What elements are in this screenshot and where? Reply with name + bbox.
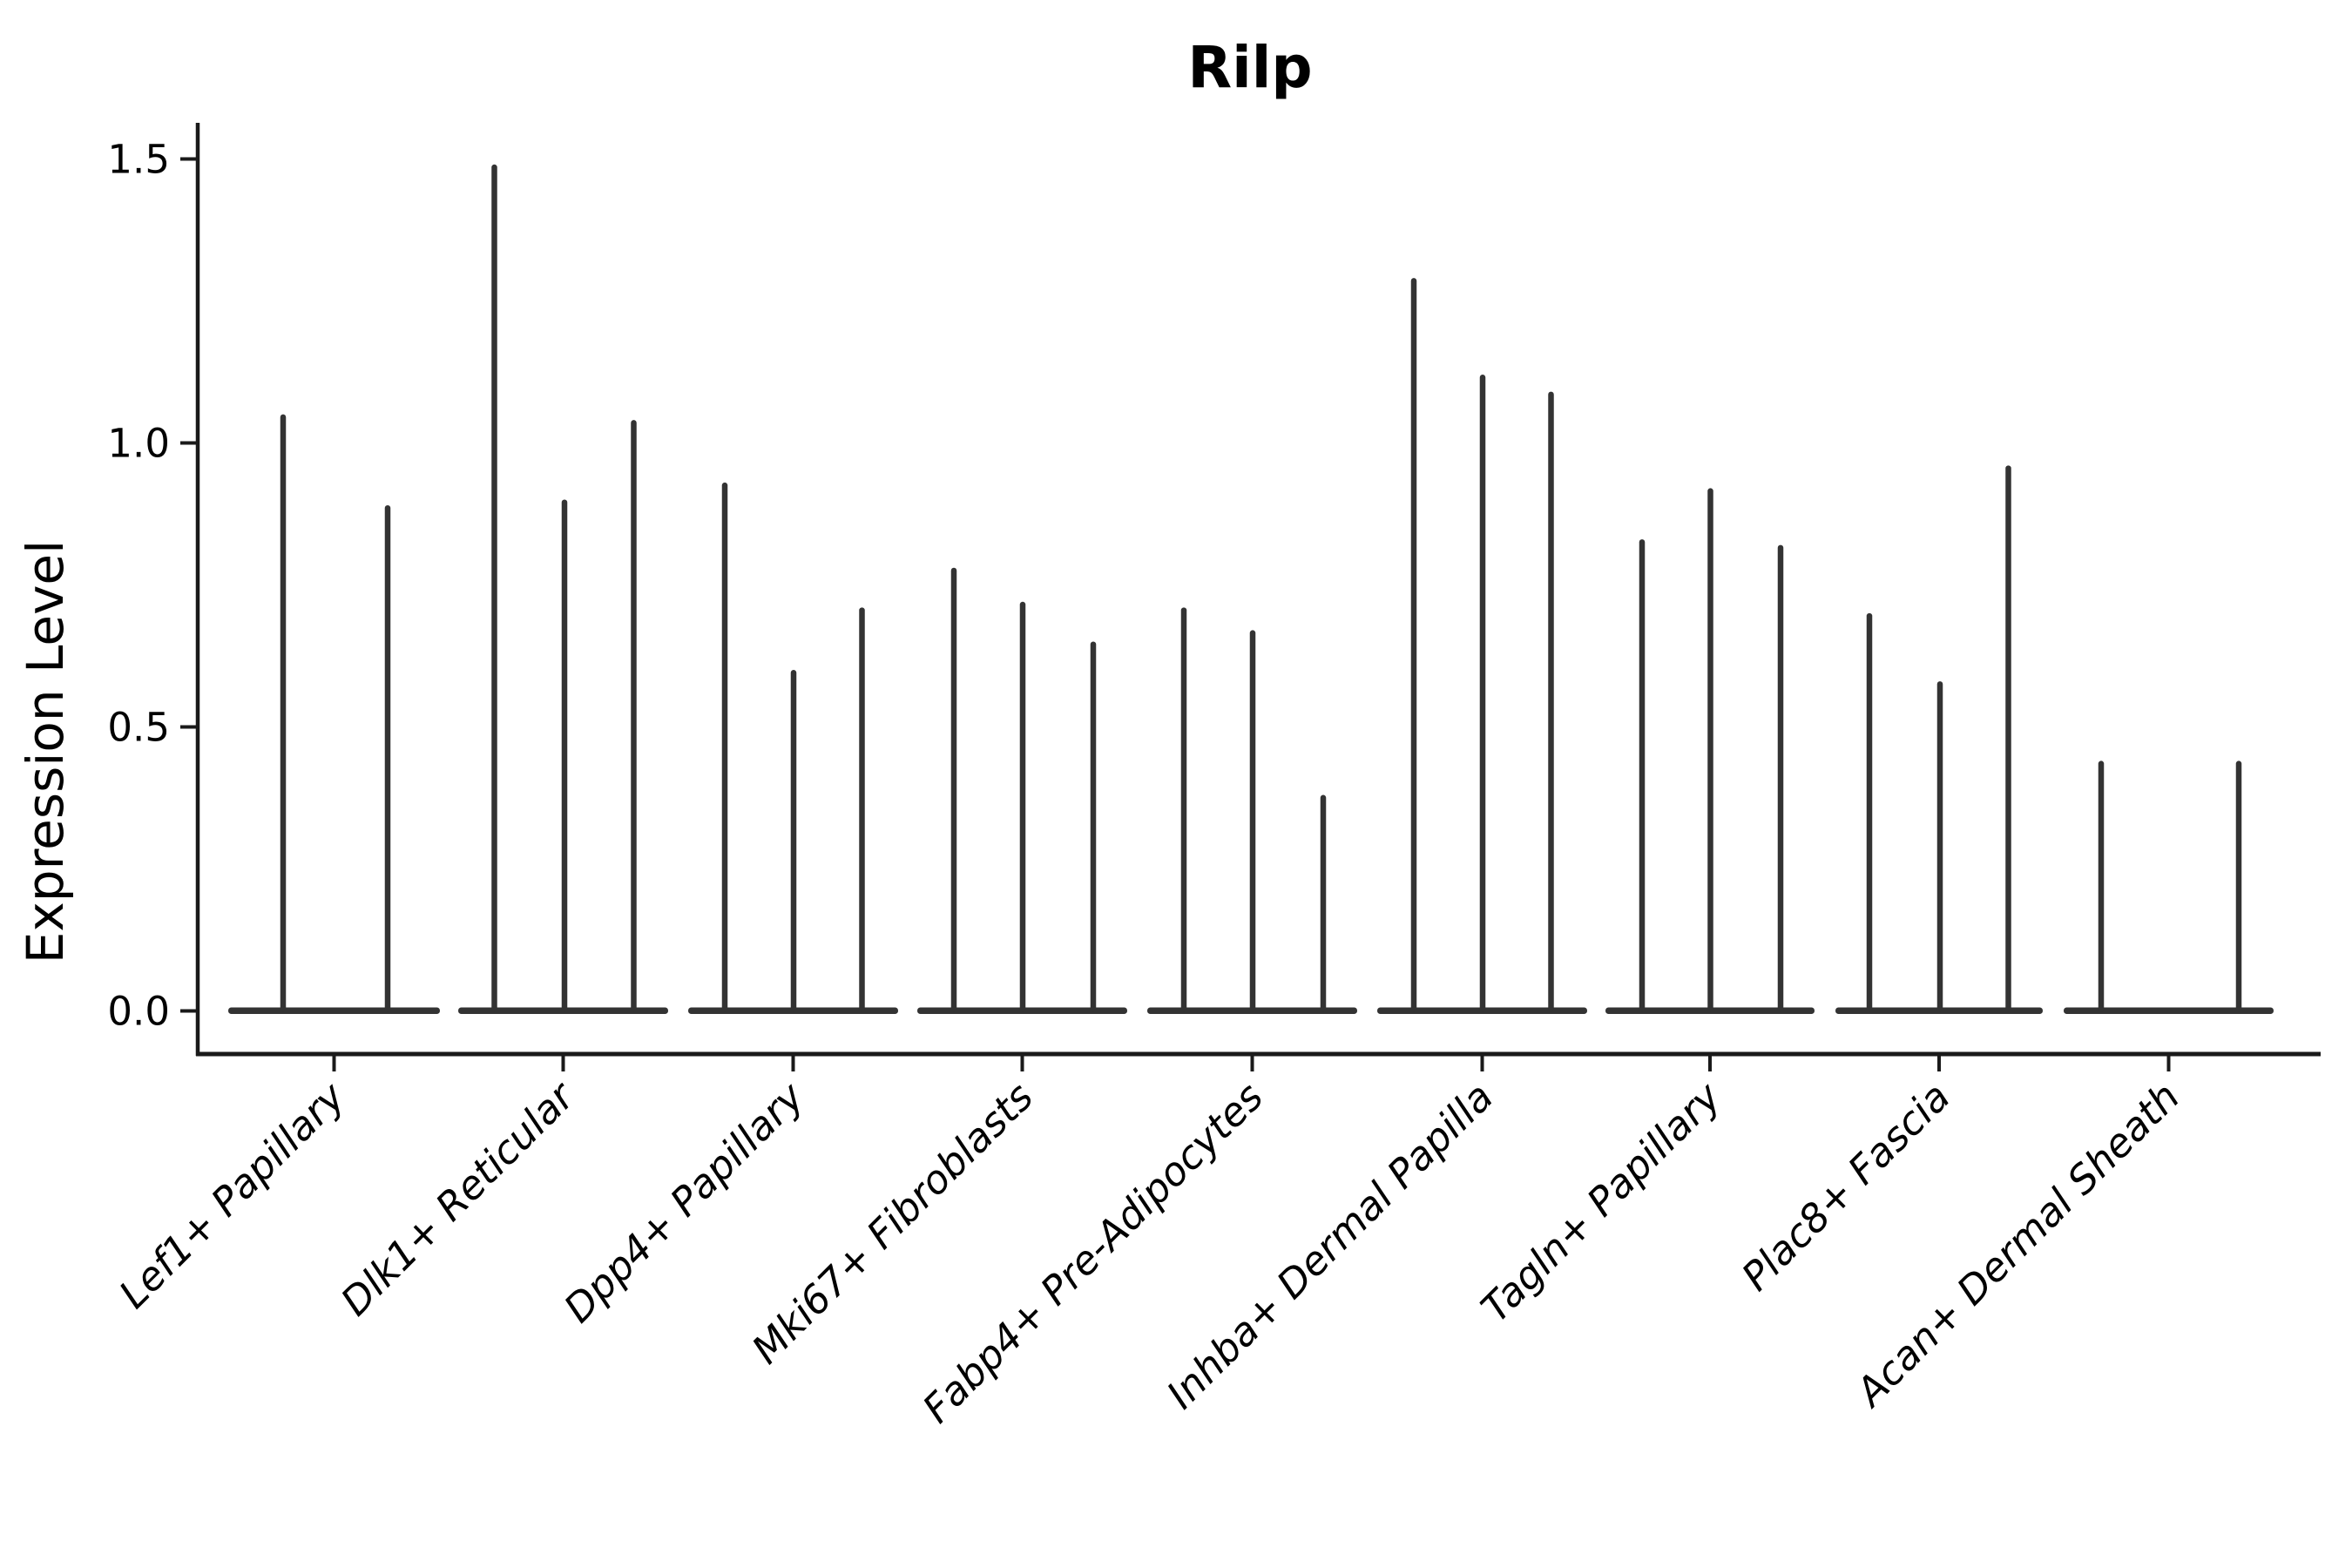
x-tick-label: Dpp4+ Papillary <box>555 1072 814 1331</box>
violin-base <box>2064 1007 2274 1014</box>
y-axis-label: Expression Level <box>16 540 75 963</box>
x-tick-label: Lef1+ Papillary <box>110 1072 355 1317</box>
violin-base <box>228 1007 440 1014</box>
x-tick-label: Tagln+ Papillary <box>1472 1072 1731 1331</box>
x-tick-label: Dlk1+ Reticular <box>332 1072 585 1325</box>
y-tick-label: 0.0 <box>107 989 170 1035</box>
x-tick-label: Plac8+ Fascia <box>1733 1073 1959 1300</box>
y-tick-label: 0.5 <box>107 705 170 751</box>
y-tick-label: 1.5 <box>107 137 170 183</box>
y-tick-label: 1.0 <box>107 421 170 467</box>
chart-title: Rilp <box>1187 34 1312 101</box>
